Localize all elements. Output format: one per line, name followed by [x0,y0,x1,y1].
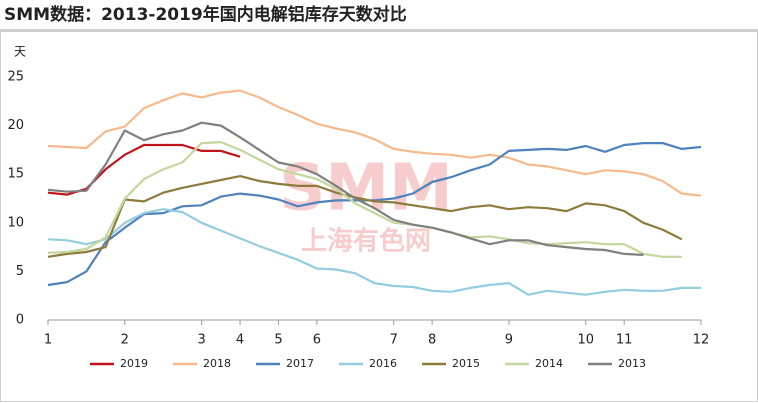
watermark-text: 上海有色网 [301,226,431,257]
legend-label: 2013 [618,357,646,370]
series-line [47,143,241,196]
x-tick-label: 10 [577,333,594,348]
series-line [47,175,683,258]
y-tick-label: 10 [7,215,24,230]
legend-label: 2014 [535,357,563,370]
legend-label: 2018 [203,357,231,370]
chart-title: SMM数据：2013-2019年国内电解铝库存天数对比 [4,4,407,25]
x-tick-label: 8 [428,333,436,348]
series-line [47,208,701,296]
x-tick-label: 6 [313,333,321,348]
x-tick-label: 5 [274,333,282,348]
series-line [47,121,644,256]
series-line [47,141,682,258]
y-tick-label: 15 [7,167,24,182]
legend-label: 2019 [120,357,148,370]
x-tick-label: 11 [616,333,633,348]
x-tick-label: 2 [121,333,129,348]
x-tick-label: 3 [198,333,206,348]
x-tick-label: 12 [693,333,710,348]
x-tick-label: 4 [236,333,244,348]
legend-label: 2017 [286,357,314,370]
x-tick-label: 1 [44,333,52,348]
x-tick-label: 7 [390,333,398,348]
legend-label: 2015 [452,357,480,370]
series-line [47,89,702,197]
y-tick-label: 5 [16,264,24,279]
watermark-logo: SMM [279,152,452,226]
legend-label: 2016 [369,357,397,370]
y-axis-label: 天 [14,45,26,59]
x-tick-label: 9 [505,333,513,348]
y-tick-label: 25 [7,70,24,85]
y-tick-label: 0 [16,313,24,328]
y-tick-label: 20 [7,118,24,133]
